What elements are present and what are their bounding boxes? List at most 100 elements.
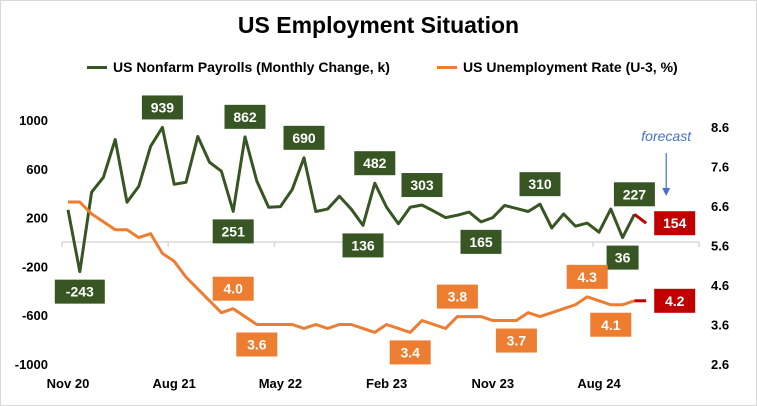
unemployment-point [598,299,601,302]
unemployment-point [444,327,447,330]
payrolls-data-label-box [354,151,396,176]
payrolls-point [350,208,353,211]
unemployment-point [338,323,341,326]
unemployment-point [645,299,648,302]
payrolls-data-label: 251 [212,219,254,244]
payrolls-point [480,220,483,223]
payrolls-point [444,216,447,219]
payrolls-data-label: 36 [606,245,639,270]
unemployment-data-label: 4.0 [212,276,254,301]
x-tick-label: Aug 24 [577,376,621,391]
payrolls-point [114,138,117,141]
unemployment-point [609,303,612,306]
unemployment-data-label: 3.8 [436,284,478,309]
payrolls-point [539,203,542,206]
payrolls-point [362,224,365,227]
payrolls-point [78,270,81,273]
payrolls-point [397,222,400,225]
unemployment-data-label: 4.2 [654,288,696,313]
payrolls-point [244,135,247,138]
right-y-tick-label: 2.6 [711,357,729,372]
unemployment-point [173,260,176,263]
unemployment-point [362,327,365,330]
unemployment-point [421,319,424,322]
payrolls-data-label-box [54,279,105,304]
payrolls-point [196,135,199,138]
unemployment-data-label-text: 3.8 [448,289,468,305]
right-y-tick-label: 3.6 [711,318,729,333]
payrolls-data-label: 690 [283,125,325,150]
payrolls-point [432,210,435,213]
unemployment-data-label-box [590,312,632,337]
unemployment-point [432,323,435,326]
unemployment-point [621,303,624,306]
left-y-tick-label: -600 [22,308,48,323]
unemployment-point [303,327,306,330]
payrolls-data-label: 165 [460,229,502,254]
unemployment-data-label: 3.6 [236,332,278,357]
payrolls-data-label-text: 939 [151,99,175,115]
payrolls-point [126,201,129,204]
unemployment-point [574,303,577,306]
unemployment-point [196,287,199,290]
payrolls-point [279,205,282,208]
unemployment-point [279,323,282,326]
payrolls-point [421,204,424,207]
payrolls-point [326,208,329,211]
payrolls-data-label: -243 [54,279,105,304]
payrolls-point [185,181,188,184]
x-tick-label: Nov 20 [47,376,90,391]
x-tick-label: May 22 [259,376,302,391]
unemployment-point [67,201,70,204]
payrolls-data-label: 482 [354,151,396,176]
payrolls-data-label: 303 [401,173,443,198]
payrolls-data-label: 154 [654,211,696,236]
unemployment-data-label-text: 3.4 [400,344,420,360]
x-tick-label: Feb 23 [366,376,407,391]
left-y-tick-label: -200 [22,259,48,274]
unemployment-point [456,315,459,318]
right-y-tick-label: 8.6 [711,120,729,135]
legend-swatch-payrolls [87,65,107,69]
payrolls-point [161,126,164,129]
unemployment-point [137,236,140,239]
unemployment-point [539,315,542,318]
unemployment-data-label-box [495,328,537,353]
payrolls-data-label: 136 [342,233,384,258]
payrolls-point [291,188,294,191]
unemployment-data-label-text: 4.0 [223,281,243,297]
payrolls-data-label-box [401,173,443,198]
payrolls-data-label-text: 303 [410,177,434,193]
payrolls-data-label-text: 482 [363,155,387,171]
payrolls-data-label-box [654,211,696,236]
unemployment-point [586,295,589,298]
unemployment-point [114,228,117,231]
unemployment-point [102,220,105,223]
payrolls-data-label-box [224,104,266,129]
unemployment-point [220,311,223,314]
payrolls-point [67,208,70,211]
unemployment-point [255,323,258,326]
payrolls-forecast-segment [633,213,648,225]
unemployment-point [527,311,530,314]
payrolls-data-label-text: 690 [292,130,316,146]
unemployment-point [480,315,483,318]
unemployment-data-label-box [566,264,608,289]
payrolls-data-label-box [141,95,183,120]
payrolls-point [609,208,612,211]
unemployment-data-label-box [212,276,254,301]
payrolls-point [149,145,152,148]
payrolls-data-label: 310 [519,172,561,197]
unemployment-data-label: 4.1 [590,312,632,337]
payrolls-point [456,214,459,217]
payrolls-point [232,210,235,213]
payrolls-point [468,211,471,214]
unemployment-data-label: 4.3 [566,264,608,289]
payrolls-point [267,206,270,209]
left-y-tick-label: 600 [26,162,48,177]
unemployment-point [126,228,129,231]
payrolls-data-label-box [212,219,254,244]
unemployment-point [314,323,317,326]
unemployment-point [232,307,235,310]
legend-label-unemployment: US Unemployment Rate (U-3, %) [463,59,678,75]
